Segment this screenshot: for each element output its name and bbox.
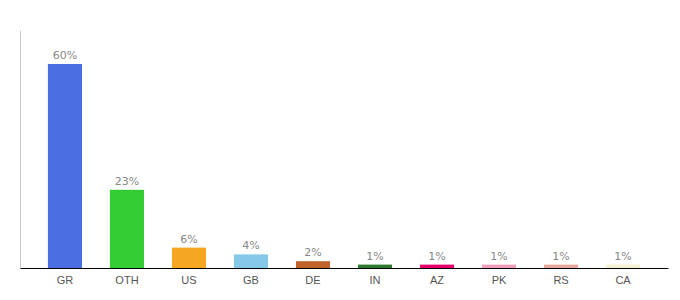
- bar: [544, 265, 578, 268]
- x-tick: AZ: [430, 274, 444, 286]
- x-tick-label: GB: [243, 274, 259, 286]
- data-label: 1%: [552, 250, 569, 263]
- data-label: 1%: [614, 250, 631, 263]
- x-tick: CA: [615, 274, 631, 286]
- x-tick: IN: [370, 274, 381, 286]
- data-labels: 60% 23% 6% 4% 2% 1% 1% 1% 1% 1%: [53, 49, 632, 263]
- x-tick-label: GR: [57, 274, 74, 286]
- x-tick-label: OTH: [115, 274, 138, 286]
- x-axis-line: [21, 268, 669, 269]
- bar: [606, 265, 640, 268]
- bar: [482, 265, 516, 268]
- data-label: 1%: [490, 250, 507, 263]
- x-tick: US: [181, 274, 196, 286]
- x-tick-label: CA: [615, 274, 631, 286]
- bar: [172, 248, 206, 268]
- data-label: 4%: [242, 239, 259, 252]
- x-tick-label: AZ: [430, 274, 444, 286]
- bar: [358, 265, 392, 268]
- data-label: 2%: [304, 246, 321, 259]
- x-tick: GR: [57, 274, 74, 286]
- x-tick: DE: [305, 274, 320, 286]
- bar: [48, 64, 82, 268]
- x-tick: RS: [553, 274, 568, 286]
- bar: [110, 190, 144, 268]
- data-label: 60%: [53, 49, 77, 62]
- plot: GR OTH US GB DE IN AZ PK RS CA 60% 23% 6% 4% 2% 1% 1% 1% 1…: [21, 31, 669, 286]
- x-tick: GB: [243, 274, 259, 286]
- x-tick-label: DE: [305, 274, 320, 286]
- x-tick-label: US: [181, 274, 196, 286]
- x-axis: GR OTH US GB DE IN AZ PK RS CA: [21, 269, 669, 286]
- bar: [296, 261, 330, 268]
- data-label: 6%: [180, 233, 197, 246]
- bar: [234, 254, 268, 268]
- x-tick-label: PK: [492, 274, 507, 286]
- chart: GR OTH US GB DE IN AZ PK RS CA 60% 23% 6% 4% 2% 1% 1% 1% 1…: [0, 0, 680, 300]
- bar: [420, 265, 454, 268]
- y-axis: [20, 31, 21, 269]
- data-label: 23%: [115, 175, 139, 188]
- y-axis-line: [20, 31, 21, 269]
- x-tick-label: IN: [370, 274, 381, 286]
- bars: [48, 64, 640, 268]
- data-label: 1%: [366, 250, 383, 263]
- x-tick: PK: [492, 274, 507, 286]
- data-label: 1%: [428, 250, 445, 263]
- x-tick-label: RS: [553, 274, 568, 286]
- x-tick: OTH: [115, 274, 138, 286]
